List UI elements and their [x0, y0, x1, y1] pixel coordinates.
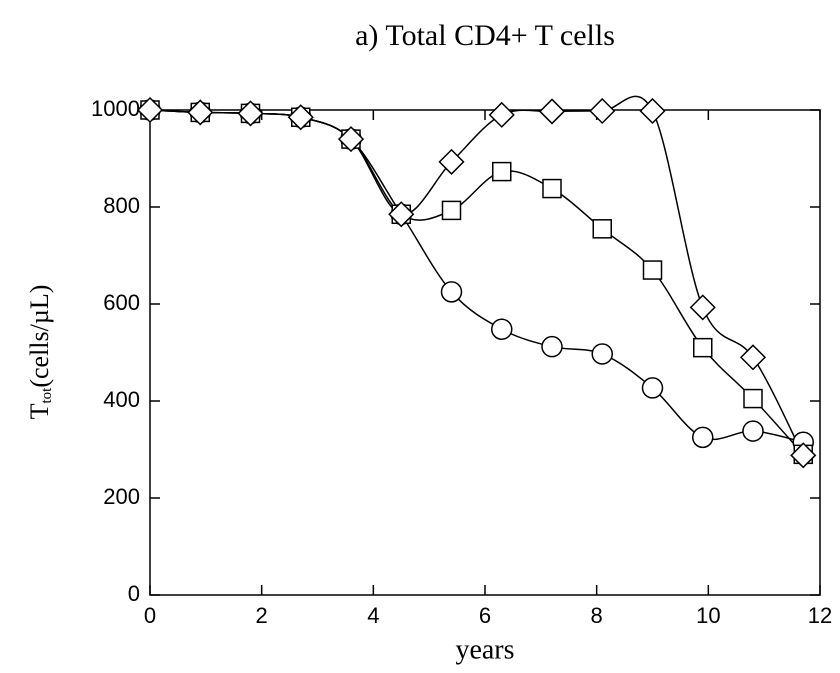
x-tick-label: 12 — [808, 603, 832, 628]
y-tick-label: 400 — [103, 387, 140, 412]
circle-marker — [440, 281, 463, 303]
circle-marker — [641, 377, 664, 399]
circle-marker — [692, 426, 714, 449]
y-tick-label: 200 — [103, 484, 140, 509]
y-label-sub: tot — [39, 387, 55, 404]
x-axis-label: years — [455, 634, 514, 665]
diamond-marker — [287, 104, 314, 131]
diamond-marker — [438, 148, 465, 175]
diamond-marker — [388, 201, 415, 228]
series-line — [149, 109, 804, 443]
diamond-marker — [739, 344, 767, 371]
square-marker — [693, 337, 713, 358]
circle-marker — [491, 318, 513, 340]
diamond-marker — [237, 100, 264, 127]
diamond-marker — [136, 96, 164, 124]
diamond-marker — [689, 294, 716, 321]
circle-marker — [742, 420, 764, 442]
square-marker — [642, 260, 663, 280]
diamond-marker — [538, 98, 566, 125]
diamond-marker — [790, 442, 817, 469]
plot-frame — [149, 109, 821, 596]
y-tick-label: 0 — [128, 581, 140, 606]
circle-marker — [591, 343, 613, 365]
x-tick-label: 0 — [144, 603, 156, 628]
y-tick-label: 800 — [103, 193, 140, 218]
diamond-marker — [187, 99, 214, 126]
y-axis-label: Ttot(cells/µL) — [25, 285, 55, 420]
square-marker — [441, 200, 462, 221]
series-line — [149, 95, 804, 456]
y-label-main: T — [25, 403, 54, 419]
chart-title: a) Total CD4+ T cells — [355, 19, 615, 52]
square-marker — [592, 219, 612, 239]
diamond-marker — [639, 97, 666, 125]
diamond-marker — [589, 97, 616, 125]
series-line — [149, 109, 804, 455]
x-tick-label: 2 — [256, 603, 268, 628]
x-tick-label: 4 — [367, 603, 379, 628]
diamond-marker — [337, 126, 365, 153]
x-tick-label: 8 — [591, 603, 603, 628]
square-marker — [542, 178, 562, 199]
x-tick-label: 6 — [479, 603, 491, 628]
x-tick-label: 10 — [696, 603, 720, 628]
y-label-rest: (cells/µL) — [25, 285, 54, 388]
y-tick-label: 1000 — [91, 96, 140, 121]
y-tick-label: 600 — [103, 290, 140, 315]
square-marker — [743, 388, 763, 409]
circle-marker — [541, 335, 563, 358]
square-marker — [492, 161, 512, 182]
diamond-marker — [488, 101, 515, 128]
